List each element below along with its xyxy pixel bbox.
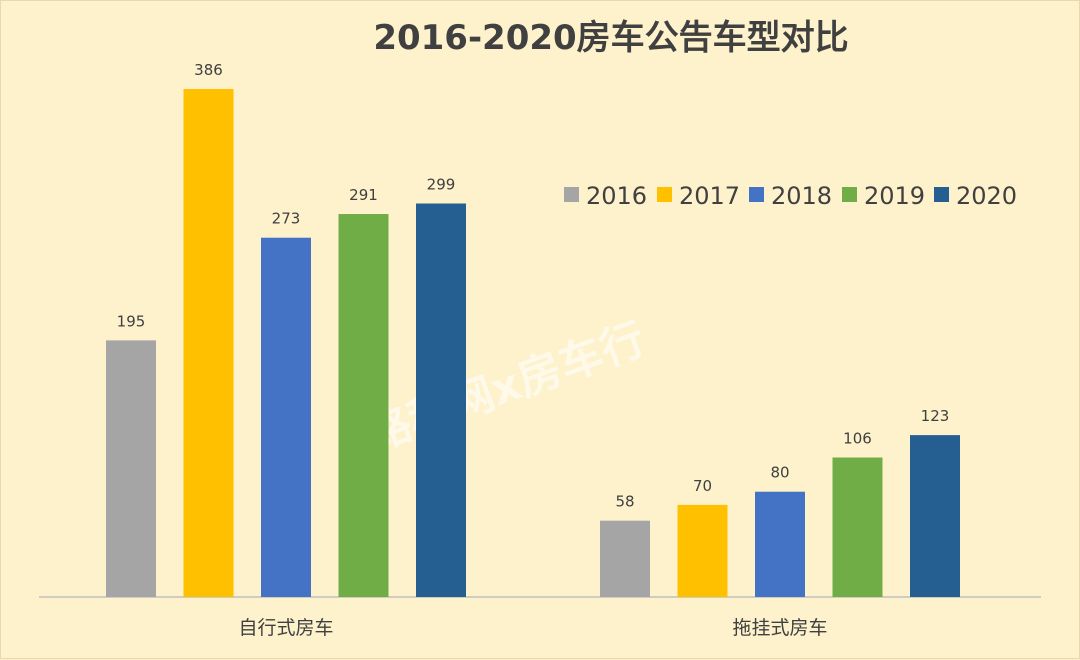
bar-2016-2 [600,520,650,597]
bar-2016-1 [106,340,156,597]
data-label-2019-1: 291 [349,186,378,204]
chart-title: 2016-2020房车公告车型对比 [373,18,848,58]
category-labels-group: 自行式房车 拖挂式房车 [238,617,827,639]
legend-label-2019: 2019 [864,182,925,210]
data-label-2016-1: 195 [117,312,146,330]
legend-swatch-2020 [934,187,949,202]
data-label-2018-2: 80 [770,464,789,482]
bar-2019-2 [832,457,883,597]
bar-2018-2 [755,491,805,597]
legend-label-2017: 2017 [679,182,740,210]
watermark: 路程网x房车行 [360,313,652,461]
data-label-2018-1: 273 [272,210,301,228]
data-label-2020-2: 123 [921,407,950,425]
bars-group [106,89,960,597]
data-label-2017-1: 386 [194,61,223,79]
bar-2020-2 [910,435,960,597]
legend-label-2018: 2018 [771,182,832,210]
legend-swatch-2016 [564,187,579,202]
bar-2017-2 [677,504,728,597]
data-label-2019-2: 106 [843,429,872,447]
category-label-1: 自行式房车 [238,617,333,639]
data-label-2016-2: 58 [615,493,634,511]
bar-2018-1 [261,237,311,597]
bar-2020-1 [416,203,466,597]
data-label-2017-2: 70 [693,477,712,495]
legend: 2016 2017 2018 2019 2020 [564,182,1017,210]
legend-swatch-2018 [749,187,764,202]
category-label-2: 拖挂式房车 [732,617,827,639]
legend-swatch-2017 [657,187,672,202]
legend-label-2020: 2020 [956,182,1017,210]
data-labels-group: 195 386 273 291 299 58 70 80 106 123 [117,61,950,511]
bar-2017-1 [183,89,234,597]
legend-swatch-2019 [842,187,857,202]
bar-2019-1 [338,214,389,597]
data-label-2020-1: 299 [427,175,456,193]
legend-label-2016: 2016 [586,182,647,210]
